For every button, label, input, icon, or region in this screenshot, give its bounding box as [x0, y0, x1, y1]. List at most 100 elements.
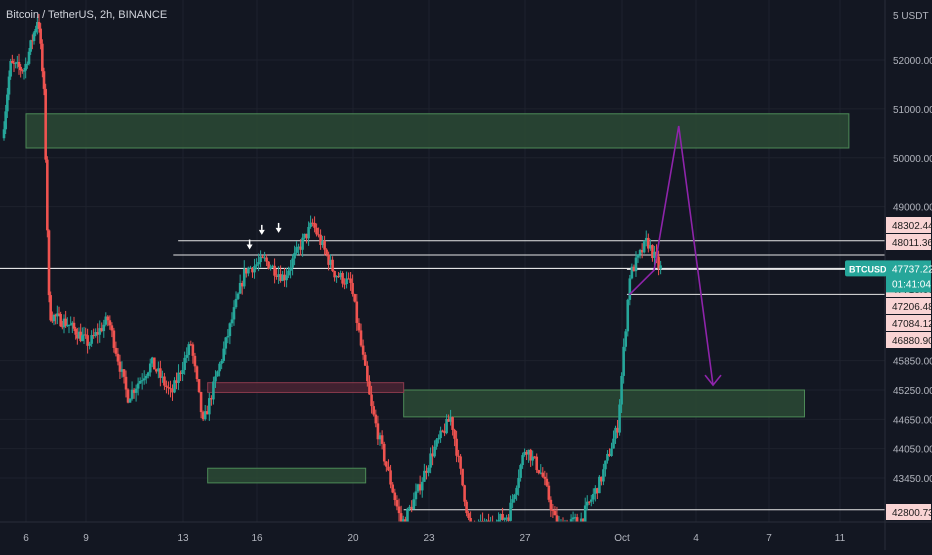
candle-body	[620, 375, 623, 405]
y-tick-label: 49000.00	[893, 203, 932, 214]
candle-body	[157, 368, 160, 372]
candle-body	[455, 438, 458, 456]
candle-body	[435, 439, 438, 447]
candle-body	[541, 472, 545, 477]
candle-body	[612, 438, 615, 449]
price-level-badge-text: 48011.36	[892, 238, 932, 249]
candle-body	[283, 274, 286, 281]
candle-body	[374, 414, 378, 424]
y-tick-label: 51000.00	[893, 105, 932, 116]
y-tick-label: 44650.00	[893, 415, 932, 426]
chart-legend: Bitcoin / TetherUS, 2h, BINANCE	[6, 9, 167, 21]
current-price-text: 47737.22	[892, 264, 932, 275]
candle-body	[378, 435, 382, 440]
candle-body	[19, 66, 22, 71]
candle-body	[327, 254, 330, 265]
candle-body	[193, 355, 197, 367]
candle-body	[393, 492, 397, 501]
candle-body	[523, 451, 526, 456]
candle-body	[602, 469, 605, 482]
candle-body	[226, 336, 230, 338]
candle-body	[443, 430, 446, 434]
candle-body	[205, 411, 209, 415]
candle-body	[289, 267, 292, 271]
candle-body	[37, 21, 41, 29]
projection-arrowhead	[704, 374, 722, 387]
candle-body	[657, 256, 660, 269]
x-tick-label: Oct	[614, 533, 630, 544]
x-tick-label: 11	[835, 533, 846, 544]
candle-body	[618, 404, 621, 433]
candle-body	[47, 230, 51, 296]
current-price-badge	[886, 260, 931, 293]
candle-body	[429, 453, 432, 468]
x-tick-label: 6	[23, 533, 29, 544]
candle-body	[323, 240, 326, 250]
candle-body	[245, 268, 248, 274]
y-tick-label: 44050.00	[893, 445, 932, 456]
candle-body	[29, 40, 32, 52]
price-level-badge	[886, 234, 931, 250]
candle-body	[253, 265, 256, 273]
candle-body	[72, 322, 76, 329]
candle-body	[585, 501, 589, 506]
candle-body	[337, 275, 340, 278]
candle-body	[439, 430, 442, 439]
candle-body	[636, 254, 640, 258]
candle-body	[106, 316, 110, 321]
candle-body	[61, 326, 64, 328]
candle-body	[51, 320, 54, 322]
candle-body	[313, 222, 316, 228]
candle-body	[269, 267, 272, 269]
candle-body	[126, 389, 130, 403]
candle-body	[9, 60, 12, 77]
arrow-down-icon	[258, 229, 265, 235]
candle-body	[273, 265, 276, 276]
candle-body	[537, 470, 541, 474]
level-lines	[0, 240, 885, 511]
candle-body	[445, 418, 448, 434]
ticker-symbol-badge	[845, 260, 887, 277]
candle-body	[437, 438, 440, 440]
candle-body	[146, 372, 150, 376]
candle-body	[2, 129, 6, 139]
candle-body	[457, 455, 460, 457]
candle-body	[399, 513, 403, 524]
price-level-badge-text: 48302.44	[892, 221, 932, 232]
candle-body	[410, 506, 413, 510]
x-tick-label: 13	[177, 533, 189, 544]
candle-body	[427, 467, 430, 473]
candle-body	[425, 470, 428, 473]
candle-body	[408, 506, 411, 509]
candle-body	[6, 94, 9, 112]
candle-body	[416, 484, 420, 492]
candle-body	[220, 360, 223, 364]
candle-body	[122, 369, 126, 377]
candle-body	[370, 394, 373, 407]
candle-body	[638, 249, 642, 255]
candle-body	[271, 265, 274, 268]
candle-body	[391, 484, 394, 493]
candle-body	[509, 502, 512, 521]
candle-body	[521, 455, 524, 466]
candle-body	[317, 234, 320, 236]
chart-title: Bitcoin / TetherUS, 2h, BINANCE	[6, 9, 168, 21]
candle-body	[499, 514, 502, 520]
candle-body	[171, 388, 174, 393]
candle-body	[549, 499, 553, 510]
y-tick-label: 43450.00	[893, 474, 932, 485]
candle-body	[412, 499, 416, 510]
candle-body	[150, 357, 154, 364]
price-badges: 48302.4448011.3647718.6047206.4847084.12…	[845, 217, 932, 520]
candle-body	[406, 508, 409, 523]
candle-body	[503, 518, 506, 520]
candle-body	[56, 313, 59, 317]
price-level-badge	[886, 332, 931, 348]
candle-body	[642, 240, 646, 253]
candle-body	[175, 380, 178, 383]
candle-body	[604, 460, 607, 470]
candle-body	[461, 468, 464, 486]
candle-body	[59, 314, 62, 327]
